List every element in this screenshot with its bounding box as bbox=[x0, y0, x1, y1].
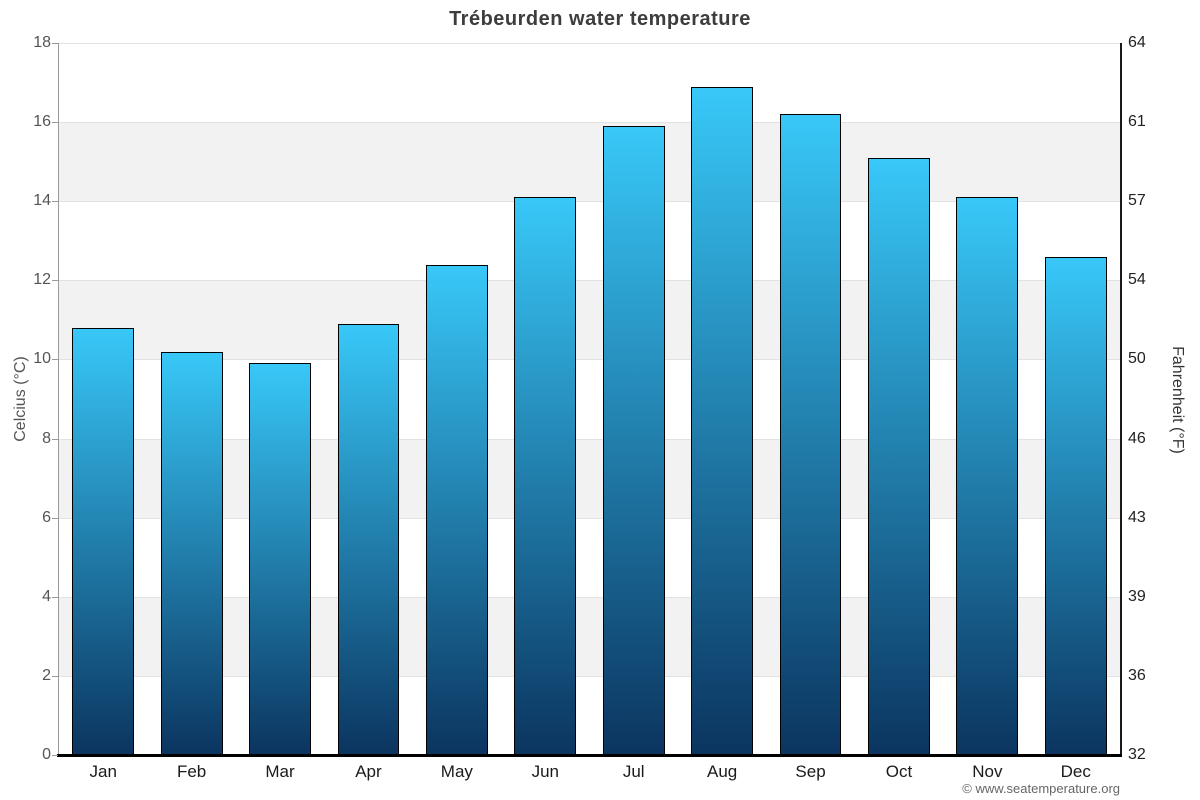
y-axis-tick bbox=[52, 517, 58, 519]
y-tick-label-celsius: 18 bbox=[33, 34, 51, 51]
y-axis-tick bbox=[52, 596, 58, 598]
bar-may[interactable] bbox=[425, 264, 488, 755]
gridline bbox=[59, 201, 1120, 203]
background-band bbox=[59, 280, 1120, 360]
y-tick-label-fahrenheit: 57 bbox=[1128, 192, 1146, 210]
x-axis-label-apr: Apr bbox=[355, 762, 382, 781]
y-axis-tick bbox=[52, 43, 58, 44]
y-axis-tick bbox=[52, 359, 58, 361]
y-tick-label-celsius: 6 bbox=[42, 508, 51, 526]
y-tick-label-celsius: 12 bbox=[33, 271, 51, 289]
bar-feb[interactable] bbox=[160, 351, 223, 755]
y-tick-label-fahrenheit: 54 bbox=[1128, 271, 1146, 289]
bar-oct[interactable] bbox=[868, 157, 930, 755]
gridline bbox=[59, 438, 1120, 440]
x-axis-label-jul: Jul bbox=[622, 762, 645, 781]
background-band bbox=[59, 43, 1120, 123]
x-axis-label-nov: Nov bbox=[972, 762, 1003, 781]
y-axis-tick bbox=[52, 755, 58, 756]
bar-sep[interactable] bbox=[779, 114, 842, 755]
chart-plot-area bbox=[52, 43, 1122, 757]
x-axis-label-jun: Jun bbox=[531, 762, 559, 781]
y-tick-label-fahrenheit: 32 bbox=[1128, 746, 1146, 763]
x-axis-label-dec: Dec bbox=[1060, 762, 1091, 781]
y-tick-label-fahrenheit: 36 bbox=[1128, 666, 1146, 684]
gridline bbox=[59, 675, 1120, 677]
x-axis-label-aug: Aug bbox=[706, 762, 738, 781]
x-axis-line bbox=[57, 754, 1122, 757]
y-tick-label-celsius: 2 bbox=[42, 666, 51, 684]
y-tick-label-fahrenheit: 64 bbox=[1128, 34, 1146, 51]
x-axis-label-oct: Oct bbox=[885, 762, 913, 781]
gridline bbox=[59, 122, 1120, 124]
bar-aug[interactable] bbox=[691, 86, 754, 755]
y-axis-left-line bbox=[58, 43, 59, 755]
copyright-link[interactable]: © www.seatemperature.org bbox=[962, 781, 1120, 796]
bar-jun[interactable] bbox=[514, 197, 577, 755]
background-band bbox=[59, 675, 1120, 755]
y-tick-label-celsius: 10 bbox=[33, 350, 51, 368]
background-band bbox=[59, 359, 1120, 439]
background-band bbox=[59, 201, 1120, 281]
y-tick-label-celsius: 8 bbox=[42, 429, 51, 447]
background-band bbox=[59, 596, 1120, 676]
gridline bbox=[59, 43, 1120, 44]
y-tick-label-celsius: 4 bbox=[42, 587, 51, 605]
bar-dec[interactable] bbox=[1044, 256, 1107, 755]
chart-title: Trébeurden water temperature bbox=[449, 8, 751, 30]
x-axis-label-mar: Mar bbox=[265, 762, 295, 781]
y-axis-tick bbox=[52, 201, 58, 203]
y-tick-label-fahrenheit: 43 bbox=[1128, 508, 1146, 526]
y-axis-tick bbox=[52, 438, 58, 440]
bar-mar[interactable] bbox=[249, 363, 311, 755]
y-tick-label-fahrenheit: 46 bbox=[1128, 429, 1146, 447]
y-tick-label-fahrenheit: 50 bbox=[1128, 350, 1146, 368]
x-axis-label-sep: Sep bbox=[795, 762, 826, 781]
y-axis-right-line bbox=[1120, 43, 1122, 755]
y-axis-tick bbox=[52, 280, 58, 282]
gridline bbox=[59, 359, 1120, 361]
x-axis-label-jan: Jan bbox=[89, 762, 117, 781]
background-band bbox=[59, 122, 1120, 202]
y-axis-tick bbox=[52, 675, 58, 677]
y-tick-label-fahrenheit: 61 bbox=[1128, 113, 1146, 131]
y-tick-label-celsius: 16 bbox=[33, 113, 51, 131]
bar-jul[interactable] bbox=[602, 126, 665, 755]
bar-nov[interactable] bbox=[956, 197, 1019, 755]
gridline bbox=[59, 596, 1120, 598]
background-band bbox=[59, 438, 1120, 518]
y-tick-label-fahrenheit: 39 bbox=[1128, 587, 1146, 605]
y-tick-label-celsius: 14 bbox=[33, 192, 51, 210]
background-band bbox=[59, 517, 1120, 597]
y-tick-label-celsius: 0 bbox=[42, 746, 51, 763]
gridline bbox=[59, 517, 1120, 519]
gridline bbox=[59, 280, 1120, 282]
y-axis-tick bbox=[52, 122, 58, 124]
bar-jan[interactable] bbox=[72, 327, 135, 755]
bar-apr[interactable] bbox=[337, 323, 400, 755]
x-axis-label-feb: Feb bbox=[176, 762, 207, 781]
x-axis-label-may: May bbox=[440, 762, 473, 781]
